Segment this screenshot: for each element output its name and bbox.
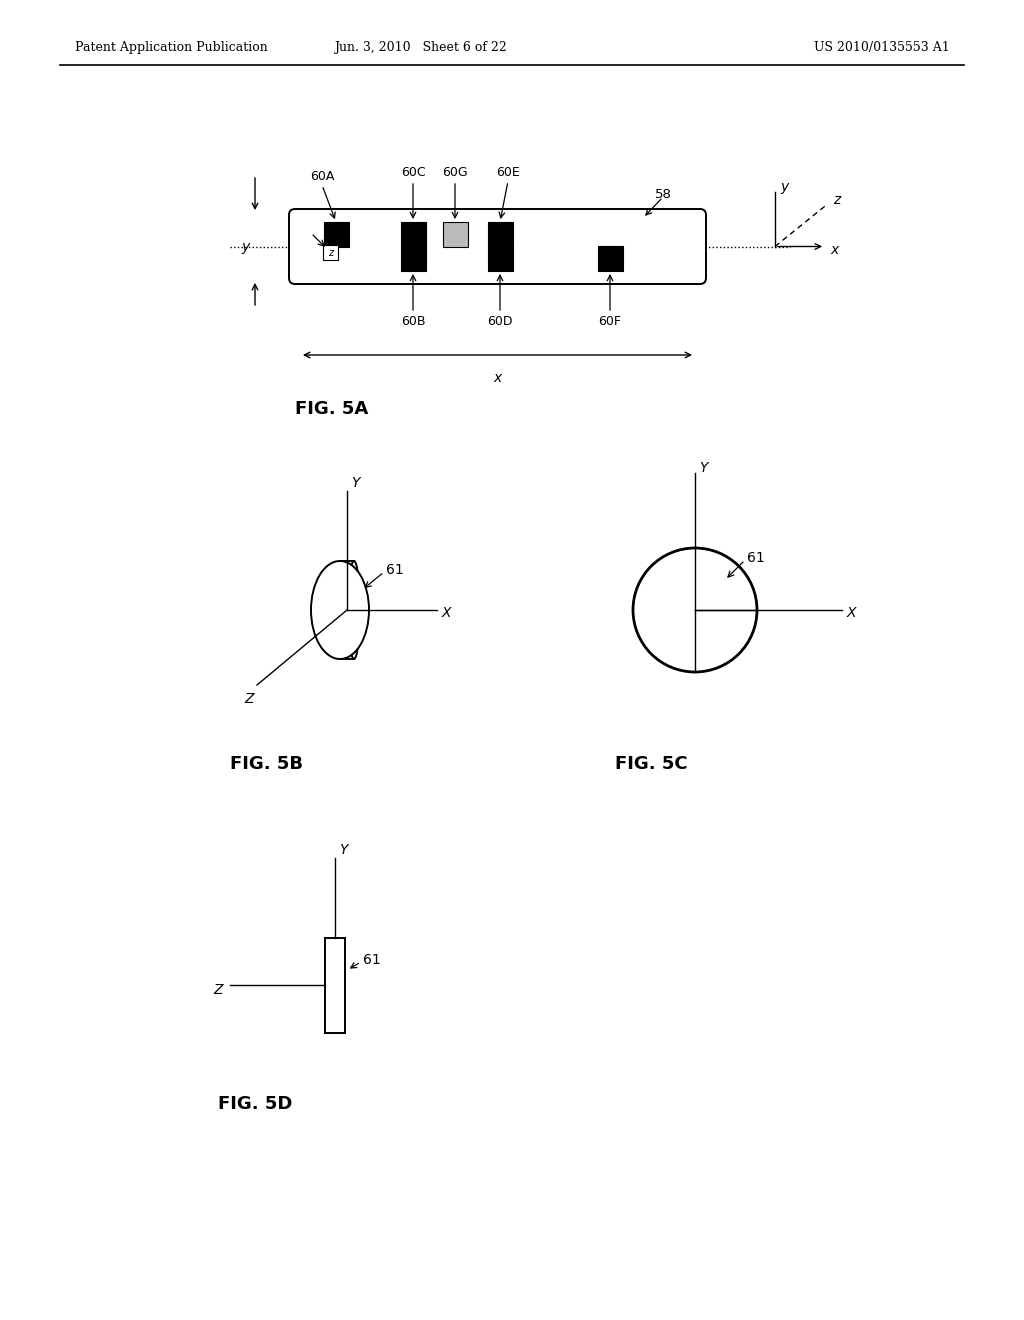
Bar	[488, 246, 513, 271]
Text: 60G: 60G	[442, 166, 468, 180]
Text: Y: Y	[699, 461, 708, 475]
Bar	[401, 246, 426, 271]
Text: Jun. 3, 2010   Sheet 6 of 22: Jun. 3, 2010 Sheet 6 of 22	[334, 41, 507, 54]
Text: Z: Z	[245, 692, 254, 706]
Bar	[325, 939, 345, 1034]
Text: US 2010/0135553 A1: US 2010/0135553 A1	[814, 41, 950, 54]
Text: FIG. 5D: FIG. 5D	[218, 1096, 293, 1113]
Text: FIG. 5C: FIG. 5C	[615, 755, 688, 774]
Text: x: x	[830, 243, 839, 256]
Text: x: x	[494, 371, 502, 385]
Text: Z: Z	[213, 983, 223, 997]
Bar	[401, 222, 426, 247]
Text: Y: Y	[351, 477, 359, 490]
Text: y: y	[242, 239, 250, 253]
Text: FIG. 5A: FIG. 5A	[295, 400, 369, 418]
Text: 60A: 60A	[310, 170, 334, 183]
Text: z: z	[833, 194, 841, 207]
Text: 60C: 60C	[400, 166, 425, 180]
Circle shape	[633, 548, 757, 672]
Ellipse shape	[311, 561, 369, 659]
Ellipse shape	[348, 561, 360, 659]
Text: X: X	[847, 606, 856, 620]
Text: Y: Y	[339, 842, 347, 857]
Text: 60F: 60F	[598, 315, 622, 327]
Bar	[324, 222, 349, 247]
Text: 60B: 60B	[400, 315, 425, 327]
Text: 58: 58	[655, 189, 672, 202]
FancyBboxPatch shape	[289, 209, 706, 284]
Bar	[598, 246, 623, 271]
Text: 60D: 60D	[487, 315, 513, 327]
Text: 61: 61	[386, 564, 403, 577]
Text: X: X	[442, 606, 452, 620]
Bar	[323, 246, 338, 260]
Text: 60E: 60E	[496, 166, 520, 180]
Bar	[488, 222, 513, 247]
Text: 61: 61	[362, 953, 381, 968]
Text: 61: 61	[746, 550, 765, 565]
Bar	[443, 222, 468, 247]
Text: z: z	[328, 248, 333, 257]
Text: FIG. 5B: FIG. 5B	[230, 755, 303, 774]
Text: Patent Application Publication: Patent Application Publication	[75, 41, 267, 54]
Text: y: y	[780, 180, 788, 194]
